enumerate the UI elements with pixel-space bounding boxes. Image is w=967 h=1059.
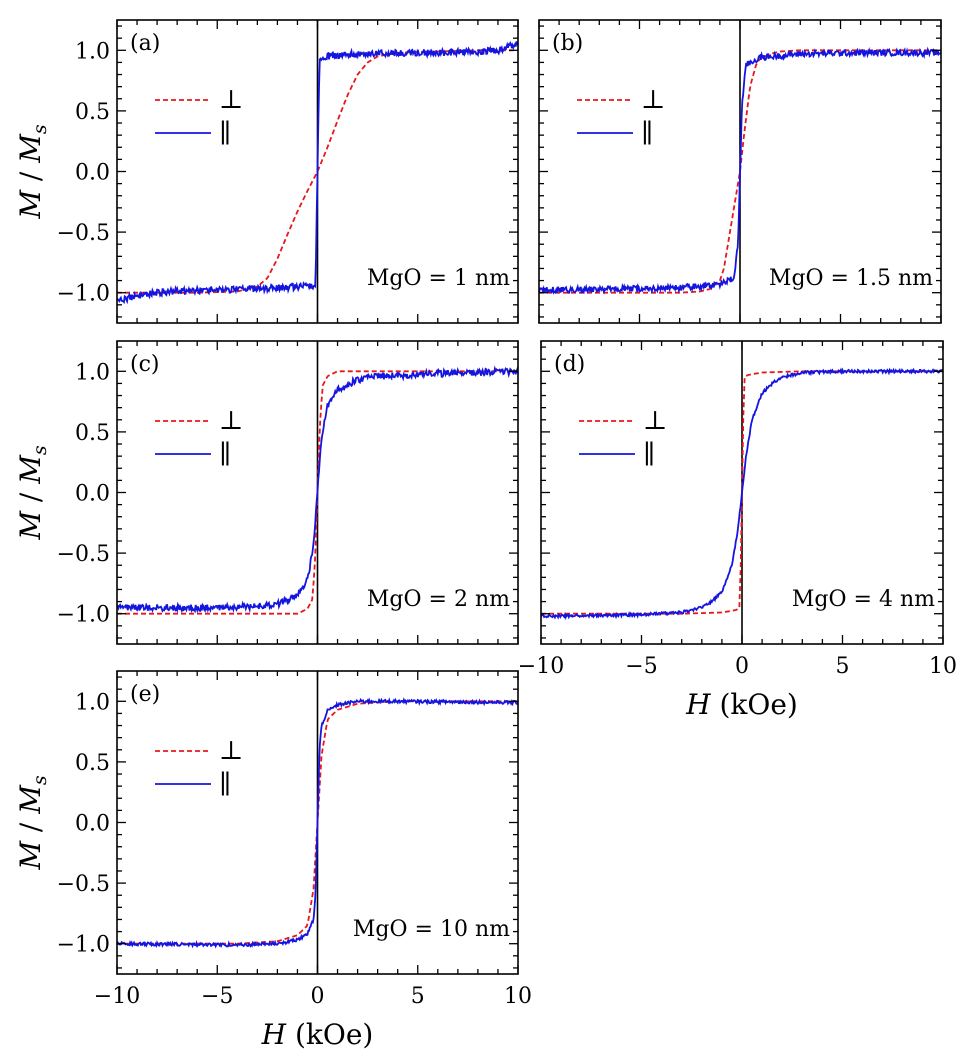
series-parallel (541, 367, 943, 621)
legend-label-perpendicular: ⊥ (643, 406, 667, 436)
x-tick-label: 0 (735, 654, 749, 679)
plot-area (117, 365, 518, 615)
x-tick-label: 10 (929, 654, 957, 679)
plot-area (539, 46, 941, 295)
series-parallel (117, 40, 518, 305)
legend-label-parallel: ∥ (641, 119, 653, 149)
y-axis-title: M / Ms (14, 445, 51, 541)
panel-label: (a) (130, 31, 160, 56)
x-tick-label: −10 (94, 984, 140, 1009)
thickness-annotation: MgO = 10 nm (353, 917, 510, 942)
y-tick-label: 1.0 (75, 360, 110, 385)
plot-area (117, 40, 518, 305)
y-tick-label: 0.5 (75, 421, 110, 446)
thickness-annotation: MgO = 1 nm (367, 266, 510, 291)
y-tick-label: −1.0 (57, 933, 110, 958)
legend-label-perpendicular: ⊥ (641, 85, 665, 115)
legend-label-parallel: ∥ (219, 440, 231, 470)
panel-b: (b) MgO = 1.5 nm ⊥ ∥ (538, 19, 942, 324)
x-axis-title: H (kOe) (685, 688, 798, 721)
thickness-annotation: MgO = 4 nm (792, 587, 935, 612)
y-tick-label: 0.0 (75, 482, 110, 507)
legend-label-parallel: ∥ (643, 440, 655, 470)
y-tick-label: 0.5 (75, 100, 110, 125)
series-perpendicular (539, 49, 941, 294)
legend-label-parallel: ∥ (219, 119, 231, 149)
x-tick-label: 10 (504, 984, 532, 1009)
y-tick-label: 0.5 (75, 751, 110, 776)
x-axis-title: H (kOe) (261, 1018, 374, 1051)
panel-label: (c) (130, 352, 160, 377)
panel-label: (b) (552, 31, 583, 56)
plot-area (117, 697, 518, 949)
thickness-annotation: MgO = 2 nm (367, 587, 510, 612)
x-tick-label: 5 (836, 654, 850, 679)
legend-label-perpendicular: ⊥ (219, 736, 243, 766)
panel-c: 1.0 0.5 0.0 −0.5 −1.0 M / Ms (c) MgO = 2 nm ⊥ ∥ (14, 340, 519, 645)
series-perpendicular (117, 370, 518, 615)
panel-label: (d) (554, 352, 585, 377)
series-parallel (117, 697, 518, 949)
x-tick-label: 5 (411, 984, 425, 1009)
y-axis-title: M / Ms (14, 124, 51, 220)
y-tick-label: 0.0 (75, 161, 110, 186)
x-tick-label: −5 (625, 654, 657, 679)
y-tick-label: 1.0 (75, 39, 110, 64)
x-tick-label: 0 (311, 984, 325, 1009)
y-axis-title: M / Ms (14, 775, 51, 871)
panel-d: −10 −5 0 5 10 H (kOe) (d) MgO = 4 nm ⊥ ∥ (518, 340, 957, 721)
legend-label-perpendicular: ⊥ (219, 85, 243, 115)
y-tick-label: −1.0 (57, 282, 110, 307)
plot-area (541, 367, 943, 621)
y-tick-label: −0.5 (57, 221, 110, 246)
legend-label-parallel: ∥ (219, 770, 231, 800)
x-tick-label: −10 (518, 654, 564, 679)
y-tick-label: −1.0 (57, 603, 110, 628)
x-tick-label: −5 (201, 984, 233, 1009)
thickness-annotation: MgO = 1.5 nm (769, 266, 933, 291)
series-parallel (539, 46, 941, 295)
panel-e: 1.0 0.5 0.0 −0.5 −1.0 −10 −5 0 5 10 M / Ms H (kOe) (… (14, 670, 532, 1051)
series-parallel (117, 365, 518, 614)
y-tick-label: 0.0 (75, 812, 110, 837)
legend-label-perpendicular: ⊥ (219, 406, 243, 436)
y-tick-label: 1.0 (75, 690, 110, 715)
panel-a: 1.0 0.5 0.0 −0.5 −1.0 M / Ms (a) MgO = 1 nm ⊥ ∥ (14, 19, 519, 324)
panel-label: (e) (130, 682, 160, 707)
y-tick-label: −0.5 (57, 872, 110, 897)
y-tick-label: −0.5 (57, 542, 110, 567)
